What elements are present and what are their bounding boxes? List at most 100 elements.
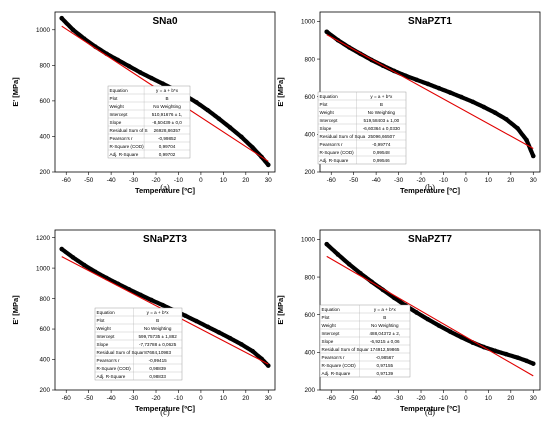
table-cell-value: B xyxy=(383,315,386,320)
data-point xyxy=(447,90,453,95)
x-tick-label: -10 xyxy=(439,395,449,402)
data-point xyxy=(324,241,330,247)
table-cell-label: Slope xyxy=(110,120,122,125)
y-tick-label: 1200 xyxy=(36,235,51,242)
data-point xyxy=(59,15,65,21)
x-axis-label: Temperature [ºC] xyxy=(135,186,196,195)
data-point xyxy=(459,334,464,340)
y-tick-label: 1000 xyxy=(301,237,316,244)
y-axis-label: E' [MPa] xyxy=(276,77,285,107)
table-cell-value: y = a + b*x xyxy=(370,94,393,99)
table-cell-label: Weight xyxy=(320,110,335,115)
data-point xyxy=(70,255,76,260)
x-tick-label: -10 xyxy=(174,395,184,402)
data-point xyxy=(425,316,431,322)
x-tick-label: 0 xyxy=(464,177,468,184)
data-point xyxy=(138,70,143,75)
data-point xyxy=(524,358,529,364)
chart-panel-3: -60 -50 -40 -30 -20 -10 0 10 20 30 200 400 600 800 100… xyxy=(11,229,276,417)
plot-frame xyxy=(54,229,276,391)
chart-panel-2: -60 -50 -40 -30 -20 -10 0 10 20 30 200 400 600 800 100… xyxy=(276,11,541,195)
table-cell-value: y = a + b*x xyxy=(374,307,397,312)
data-point xyxy=(459,94,464,100)
x-axis-label: Temperature [ºC] xyxy=(135,404,196,413)
x-tick-label: 30 xyxy=(265,395,273,402)
table-cell-label: Plot xyxy=(97,318,106,323)
data-point xyxy=(346,261,352,267)
data-point xyxy=(81,262,87,268)
y-tick-label: 600 xyxy=(39,98,50,105)
y-tick-label: 600 xyxy=(304,94,315,101)
table-cell-label: Pearson's r xyxy=(320,142,344,147)
y-axis-label: E' [MPa] xyxy=(11,77,20,107)
table-cell-value: -8,50439 ± 0,0 xyxy=(152,120,182,125)
data-point xyxy=(239,341,244,347)
table-cell-value: 0,99546 xyxy=(373,158,390,163)
y-tick-label: 200 xyxy=(304,387,315,394)
data-point xyxy=(138,292,143,298)
chart-panel-1: -60 -50 -40 -30 -20 -10 0 10 20 30 200 400 600 800 100… xyxy=(11,11,276,195)
table-cell-value: 0,99548 xyxy=(373,150,390,155)
x-tick-label: -10 xyxy=(439,177,449,184)
table-cell-value: No Weighting xyxy=(371,323,399,328)
table-cell-label: R-Square (COD) xyxy=(322,363,357,368)
x-tick-label: 10 xyxy=(220,395,228,402)
x-tick-label: -20 xyxy=(151,177,161,184)
data-point xyxy=(70,27,76,33)
table-cell-label: Weight xyxy=(110,104,125,109)
panel-label: (d) xyxy=(425,407,435,417)
data-point xyxy=(492,348,498,354)
y-tick-label: 800 xyxy=(39,296,50,303)
table-frame xyxy=(317,91,407,165)
y-tick-label: 800 xyxy=(304,274,315,281)
table-cell-label: Plot xyxy=(110,96,119,101)
data-point xyxy=(335,252,341,257)
panel-label: (c) xyxy=(160,407,170,417)
table-cell-value: -0,99774 xyxy=(372,142,391,147)
y-tick-label: 800 xyxy=(39,63,50,70)
fit-line xyxy=(326,255,534,377)
x-tick-label: -50 xyxy=(84,395,94,402)
table-cell-label: Pearson's r xyxy=(322,355,346,360)
y-axis-label: E' [MPa] xyxy=(276,295,285,325)
x-axis-label: Temperature [ºC] xyxy=(400,186,461,195)
data-point xyxy=(194,318,199,324)
x-tick-label: -20 xyxy=(151,395,161,402)
table-cell-label: Residual Sum of Squa xyxy=(320,134,366,139)
table-cell-value: 510,91676 ± 1, xyxy=(152,112,183,117)
table-cell-value: No Weighting xyxy=(368,110,396,115)
data-point xyxy=(59,246,65,252)
x-tick-label: -60 xyxy=(62,177,72,184)
x-tick-label: -20 xyxy=(416,395,426,402)
data-point xyxy=(227,125,233,130)
y-tick-label: 600 xyxy=(304,312,315,319)
x-tick-label: 30 xyxy=(530,177,538,184)
data-point xyxy=(194,100,199,105)
x-tick-label: -40 xyxy=(107,395,117,402)
x-tick-label: 0 xyxy=(199,395,203,402)
x-tick-label: -10 xyxy=(174,177,184,184)
data-point xyxy=(515,126,520,131)
x-tick-label: 20 xyxy=(242,177,250,184)
table-cell-label: R-Square (COD) xyxy=(97,366,132,371)
data-point xyxy=(115,57,121,63)
data-point xyxy=(515,355,520,360)
table-cell-label: Equation xyxy=(110,88,129,93)
y-tick-label: 200 xyxy=(39,169,50,176)
table-cell-value: 25096,66507 xyxy=(368,134,395,139)
table-cell-value: B xyxy=(166,96,169,101)
table-cell-label: Adj. R-Square xyxy=(322,371,351,376)
x-tick-label: -50 xyxy=(349,395,359,402)
chart-panel-4: -60 -50 -40 -30 -20 -10 0 10 20 30 200 400 600 800 100… xyxy=(276,229,541,417)
table-cell-value: -6,60364 ± 0,0330 xyxy=(363,126,401,131)
data-point xyxy=(436,323,442,328)
table-cell-value: -0,99415 xyxy=(149,358,168,363)
y-tick-label: 1000 xyxy=(36,27,51,34)
table-frame xyxy=(94,307,183,381)
table-cell-label: Adj. R-Square xyxy=(97,374,126,379)
table-cell-label: Plot xyxy=(320,102,329,107)
data-point xyxy=(250,348,255,354)
data-point xyxy=(216,116,222,121)
data-point xyxy=(492,110,498,116)
